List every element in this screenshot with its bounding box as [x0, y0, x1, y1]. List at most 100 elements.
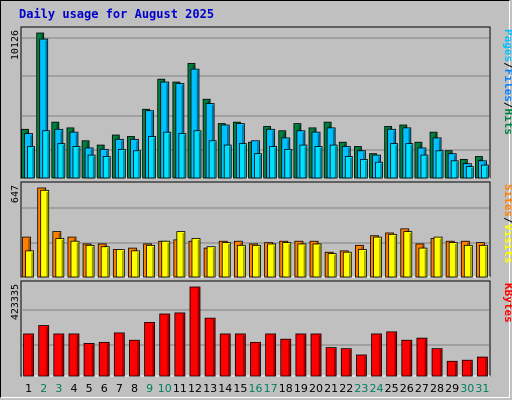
- panel-2-ymax-label: 647: [10, 185, 21, 203]
- day-label: 20: [309, 382, 323, 395]
- pages-bar: [390, 143, 399, 179]
- kbytes-bar: [461, 359, 473, 377]
- pages-bar: [238, 143, 247, 179]
- day-label: 24: [370, 382, 384, 395]
- kbytes-bar: [431, 348, 443, 377]
- kbytes-bar: [446, 360, 458, 377]
- visits-bar: [418, 247, 428, 278]
- kbytes-bar: [129, 339, 140, 377]
- day-label: 9: [146, 382, 153, 395]
- visits-bar: [40, 189, 50, 278]
- kbytes-bar: [189, 286, 201, 377]
- visits-bar: [403, 231, 413, 278]
- kbytes-bar: [340, 348, 352, 377]
- visits-bar: [100, 246, 110, 278]
- visits-bar: [342, 251, 352, 278]
- legend-entry: KBytes: [502, 283, 512, 323]
- kbytes-bar: [144, 321, 155, 377]
- pages-bar: [117, 148, 126, 179]
- visits-bar: [146, 244, 155, 278]
- legend-entry: Hits: [502, 109, 512, 136]
- visits-bar: [463, 244, 473, 278]
- visits-bar: [85, 244, 95, 278]
- day-label: 22: [339, 382, 353, 395]
- pages-bar: [208, 140, 217, 179]
- kbytes-bar: [23, 333, 34, 377]
- kbytes-bar: [174, 312, 186, 377]
- day-label: 31: [475, 382, 489, 395]
- kbytes-bar: [53, 333, 65, 377]
- legend-entry: /: [502, 62, 512, 69]
- day-label: 28: [430, 382, 444, 395]
- kbytes-bar: [83, 343, 95, 377]
- pages-bar: [163, 131, 172, 179]
- pages-bar: [269, 146, 278, 179]
- legend-entry: /: [502, 102, 512, 109]
- visits-bar: [252, 244, 261, 278]
- day-label: 16: [249, 382, 263, 395]
- visits-bar: [267, 243, 277, 278]
- kbytes-bar: [477, 356, 488, 377]
- pages-bar: [133, 150, 141, 179]
- panel-2-legend: Sites/Visits: [502, 184, 512, 264]
- kbytes-bar: [113, 332, 125, 377]
- day-label: 8: [131, 382, 138, 395]
- visits-bar: [176, 231, 186, 278]
- visits-bar: [55, 238, 65, 278]
- pages-bar: [193, 130, 202, 179]
- visits-bar: [206, 246, 216, 278]
- day-label: 23: [354, 382, 368, 395]
- day-label: 21: [324, 382, 338, 395]
- kbytes-bar: [38, 325, 50, 377]
- pages-bar: [72, 146, 81, 179]
- day-label: 26: [400, 382, 414, 395]
- panel-3-ymax-label: 423335: [10, 284, 21, 320]
- day-label: 25: [385, 382, 399, 395]
- pages-bar: [329, 144, 338, 179]
- kbytes-bar: [68, 333, 80, 377]
- kbytes-bar: [265, 333, 277, 377]
- pages-bar: [435, 150, 444, 179]
- day-label: 17: [264, 382, 278, 395]
- visits-bar: [373, 236, 382, 278]
- visits-bar: [70, 240, 80, 278]
- day-label: 30: [460, 382, 474, 395]
- visits-bar: [479, 244, 488, 278]
- kbytes-bar: [371, 333, 382, 377]
- pages-bar: [42, 130, 51, 179]
- day-label: 13: [203, 382, 217, 395]
- kbytes-bar: [250, 341, 261, 377]
- kbytes-bar: [356, 354, 367, 377]
- pages-bar: [314, 146, 323, 179]
- visits-bar: [25, 250, 34, 278]
- kbytes-bar: [98, 341, 110, 377]
- panel-1-ymax-label: 10126: [10, 30, 21, 60]
- visits-bar: [448, 242, 458, 278]
- pages-bar: [465, 166, 474, 179]
- visits-bar: [221, 242, 231, 278]
- pages-bar: [299, 144, 308, 179]
- kbytes-bar: [219, 333, 231, 377]
- kbytes-bar: [325, 347, 337, 377]
- visits-bar: [358, 249, 367, 278]
- pages-bar: [450, 160, 459, 179]
- pages-bar: [57, 143, 66, 179]
- pages-bar: [178, 133, 187, 179]
- panel-1-legend: Pages/Files/Hits: [502, 29, 512, 135]
- pages-bar: [481, 164, 489, 179]
- visits-bar: [388, 233, 398, 278]
- day-label: 14: [218, 382, 232, 395]
- pages-bar: [254, 153, 262, 179]
- kbytes-bar: [386, 331, 398, 377]
- kbytes-bar: [310, 333, 322, 377]
- day-label: 15: [233, 382, 247, 395]
- day-label: 19: [294, 382, 308, 395]
- kbytes-bar: [416, 337, 428, 377]
- day-label: 18: [279, 382, 293, 395]
- pages-bar: [284, 148, 293, 179]
- kbytes-bar: [204, 317, 216, 377]
- visits-bar: [191, 238, 201, 278]
- visits-bar: [161, 240, 171, 278]
- kbytes-bar: [159, 313, 171, 377]
